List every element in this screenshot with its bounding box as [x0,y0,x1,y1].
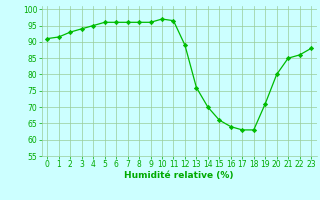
X-axis label: Humidité relative (%): Humidité relative (%) [124,171,234,180]
